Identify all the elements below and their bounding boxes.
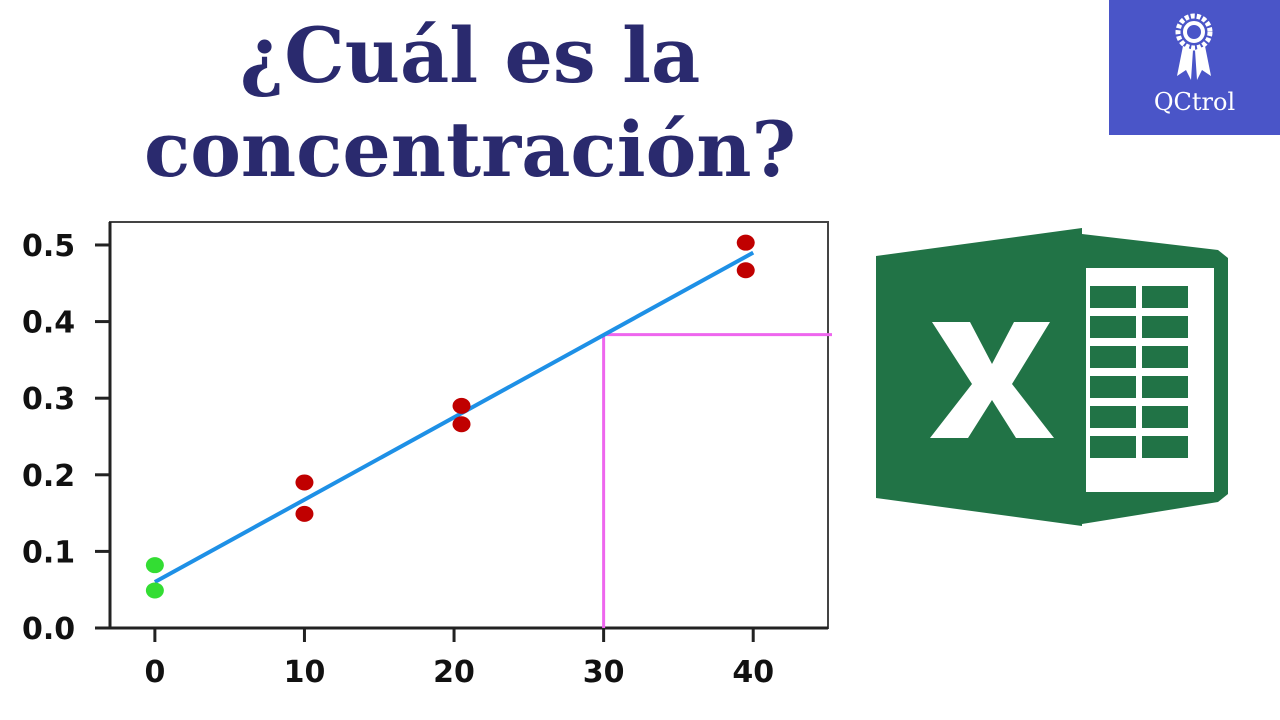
y-tick-label: 0.1 xyxy=(22,535,75,570)
excel-icon xyxy=(876,228,1228,526)
y-tick-label: 0.3 xyxy=(22,382,75,417)
data-point xyxy=(452,397,471,414)
blank-data-point xyxy=(145,557,164,574)
qctrol-logo: QCtrol xyxy=(1109,0,1280,135)
regression-line xyxy=(153,250,755,584)
award-ribbon-icon xyxy=(1175,13,1213,80)
data-point xyxy=(295,505,314,522)
data-point xyxy=(736,234,755,251)
y-tick-label: 0.0 xyxy=(22,612,75,647)
y-tick-label: 0.4 xyxy=(22,306,75,341)
title-line-1: ¿Cuál es la xyxy=(239,11,701,100)
x-tick-label: 10 xyxy=(284,655,326,690)
x-tick-label: 40 xyxy=(732,655,774,690)
y-tick-label: 0.2 xyxy=(22,459,75,494)
y-tick-label: 0.5 xyxy=(22,229,75,264)
x-tick-label: 0 xyxy=(144,655,165,690)
logo-text: QCtrol xyxy=(1153,88,1236,116)
title-line-2: concentración? xyxy=(143,105,797,194)
calibration-chart: 0.0 0.1 0.2 0.3 0.4 0.5 0 10 20 30 40 xyxy=(22,221,832,690)
data-point xyxy=(452,416,471,433)
data-point xyxy=(736,262,755,279)
blank-data-point xyxy=(145,582,164,599)
data-point xyxy=(295,474,314,491)
x-tick-label: 20 xyxy=(433,655,475,690)
x-tick-label: 30 xyxy=(583,655,625,690)
